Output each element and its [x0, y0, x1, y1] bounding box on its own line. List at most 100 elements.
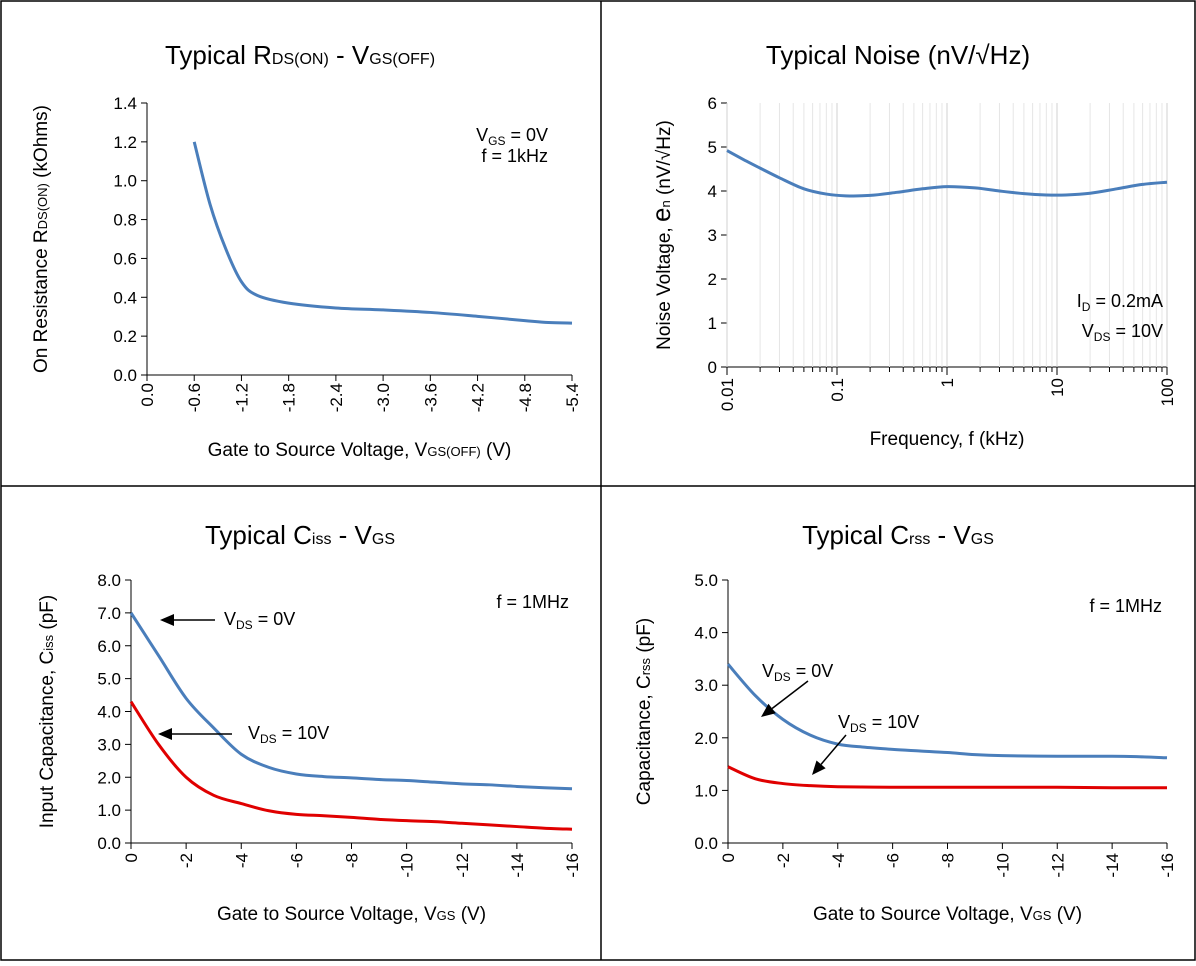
- y-axis-label: Capacitance, Crss (pF): [634, 618, 655, 805]
- y-tick-label: 1.4: [113, 94, 137, 113]
- x-tick-label: -2: [177, 853, 196, 868]
- chart-4: Typical Crss - VGS 0.0 1.0 2.0 3.0 4.0 5.0 0 -2 -…: [634, 520, 1177, 925]
- x-tick-label: -14: [508, 853, 527, 878]
- x-tick-label: 0: [122, 853, 141, 862]
- chart-title: Typical Ciss - VGS: [205, 520, 395, 550]
- arrow-head: [160, 614, 174, 626]
- y-tick-label: 8.0: [97, 571, 121, 590]
- y-axis-label: On Resistance RDS(ON) (kOhms): [31, 105, 52, 373]
- x-tick-label: -4: [829, 853, 848, 868]
- x-tick-label: -10: [398, 853, 417, 878]
- arrow-label: VDS = 0V: [224, 609, 295, 632]
- x-tick-label: -2.4: [327, 383, 346, 412]
- x-tick-label: 0: [719, 853, 738, 862]
- x-tick-label: -6: [287, 853, 306, 868]
- arrow-line: [771, 680, 809, 710]
- chart-2: Typical Noise (nV/√Hz) 0 1 2 3 4 5 6 0.01 0.1 1 10 1…: [646, 40, 1177, 450]
- y-tick-label: 6: [708, 94, 717, 113]
- annotation-label: f = 1kHz: [481, 146, 548, 166]
- y-tick-label: 1.0: [97, 801, 121, 820]
- x-tick-label: -1.8: [280, 383, 299, 412]
- y-tick-label: 5: [708, 138, 717, 157]
- x-tick-label: -5.4: [563, 383, 582, 412]
- y-tick-label: 7.0: [97, 604, 121, 623]
- y-tick-label: 1.2: [113, 133, 137, 152]
- x-tick-label: -3.6: [421, 383, 440, 412]
- arrow-head: [761, 703, 776, 717]
- series-line-2: [129, 700, 573, 831]
- annotation-label: VDS = 10V: [1082, 321, 1163, 344]
- x-tick-label: -16: [563, 853, 582, 878]
- x-tick-label: -4.8: [516, 383, 535, 412]
- arrow-label: VDS = 10V: [248, 723, 329, 746]
- series-line-1: [129, 612, 573, 791]
- y-tick-label: 1.0: [113, 172, 137, 191]
- y-tick-label: 1: [708, 314, 717, 333]
- x-tick-label: -0.6: [185, 383, 204, 412]
- y-tick-label: 3.0: [97, 735, 121, 754]
- y-tick-label: 5.0: [97, 670, 121, 689]
- series-line-2: [727, 765, 1168, 790]
- y-axis-label: Input Capacitance, Ciss (pF): [37, 595, 58, 828]
- y-tick-label: 0.8: [113, 211, 137, 230]
- y-tick-label: 0.0: [97, 834, 121, 853]
- y-tick-label: 0.6: [113, 249, 137, 268]
- x-axis-label: Gate to Source Voltage, VGS(OFF) (V): [208, 440, 512, 461]
- x-tick-label: 0.01: [718, 378, 737, 411]
- x-tick-label: -4.2: [469, 383, 488, 412]
- y-tick-label: 0.2: [113, 327, 137, 346]
- y-tick-label: 0.0: [694, 834, 718, 853]
- x-tick-label: -14: [1103, 853, 1122, 878]
- y-axis-label: Noise Voltage, en (nV/√Hz): [646, 120, 676, 350]
- chart-title: Typical Crss - VGS: [802, 520, 994, 550]
- arrow-head: [158, 728, 172, 740]
- series-line-1: [726, 149, 1168, 198]
- y-tick-label: 4.0: [97, 703, 121, 722]
- x-tick-label: -12: [453, 853, 472, 878]
- arrow-line: [820, 734, 847, 765]
- x-tick-label: 0.1: [828, 378, 847, 402]
- x-tick-label: -8: [343, 853, 362, 868]
- annotation-label: VGS = 0V: [476, 125, 548, 148]
- chart-3: Typical Ciss - VGS 0.0 1.0 2.0 3.0 4.0 5.0 6.0 7…: [37, 520, 582, 925]
- y-tick-label: 5.0: [694, 571, 718, 590]
- x-tick-label: -4: [232, 853, 251, 868]
- y-tick-label: 1.0: [694, 781, 718, 800]
- x-tick-label: -1.2: [232, 383, 251, 412]
- y-tick-label: 2.0: [97, 768, 121, 787]
- y-tick-label: 2: [708, 270, 717, 289]
- x-tick-label: -16: [1158, 853, 1177, 878]
- x-axis-label: Gate to Source Voltage, VGS (V): [217, 904, 486, 925]
- y-tick-label: 3: [708, 226, 717, 245]
- x-tick-label: -6: [884, 853, 903, 868]
- chart-title: Typical Noise (nV/√Hz): [766, 40, 1030, 70]
- y-tick-label: 0: [708, 358, 717, 377]
- chart-1: Typical RDS(ON) - VGS(OFF) 0.0 0.2 0.4 0.6 0.…: [31, 40, 582, 461]
- annotation-label: f = 1MHz: [496, 592, 569, 612]
- annotation-label: ID = 0.2mA: [1077, 291, 1163, 314]
- series-line-1: [726, 663, 1168, 760]
- y-tick-label: 0.4: [113, 288, 137, 307]
- x-axis-label: Frequency, f (kHz): [870, 429, 1025, 450]
- chart-title: Typical RDS(ON) - VGS(OFF): [165, 40, 435, 70]
- arrow-label: VDS = 10V: [838, 712, 919, 735]
- x-tick-label: -10: [993, 853, 1012, 878]
- x-tick-label: 0.0: [138, 383, 157, 407]
- x-tick-label: -3.0: [374, 383, 393, 412]
- y-tick-label: 4.0: [694, 624, 718, 643]
- arrow-head: [812, 760, 826, 775]
- y-tick-label: 6.0: [97, 637, 121, 656]
- x-tick-label: -12: [1048, 853, 1067, 878]
- x-tick-label: 10: [1048, 378, 1067, 397]
- y-tick-label: 3.0: [694, 676, 718, 695]
- y-tick-label: 0.0: [113, 366, 137, 385]
- x-tick-label: 100: [1158, 378, 1177, 406]
- y-tick-label: 4: [708, 182, 717, 201]
- arrow-label: VDS = 0V: [762, 661, 833, 684]
- series-line-1: [192, 141, 573, 325]
- x-tick-label: -8: [939, 853, 958, 868]
- y-tick-label: 2.0: [694, 729, 718, 748]
